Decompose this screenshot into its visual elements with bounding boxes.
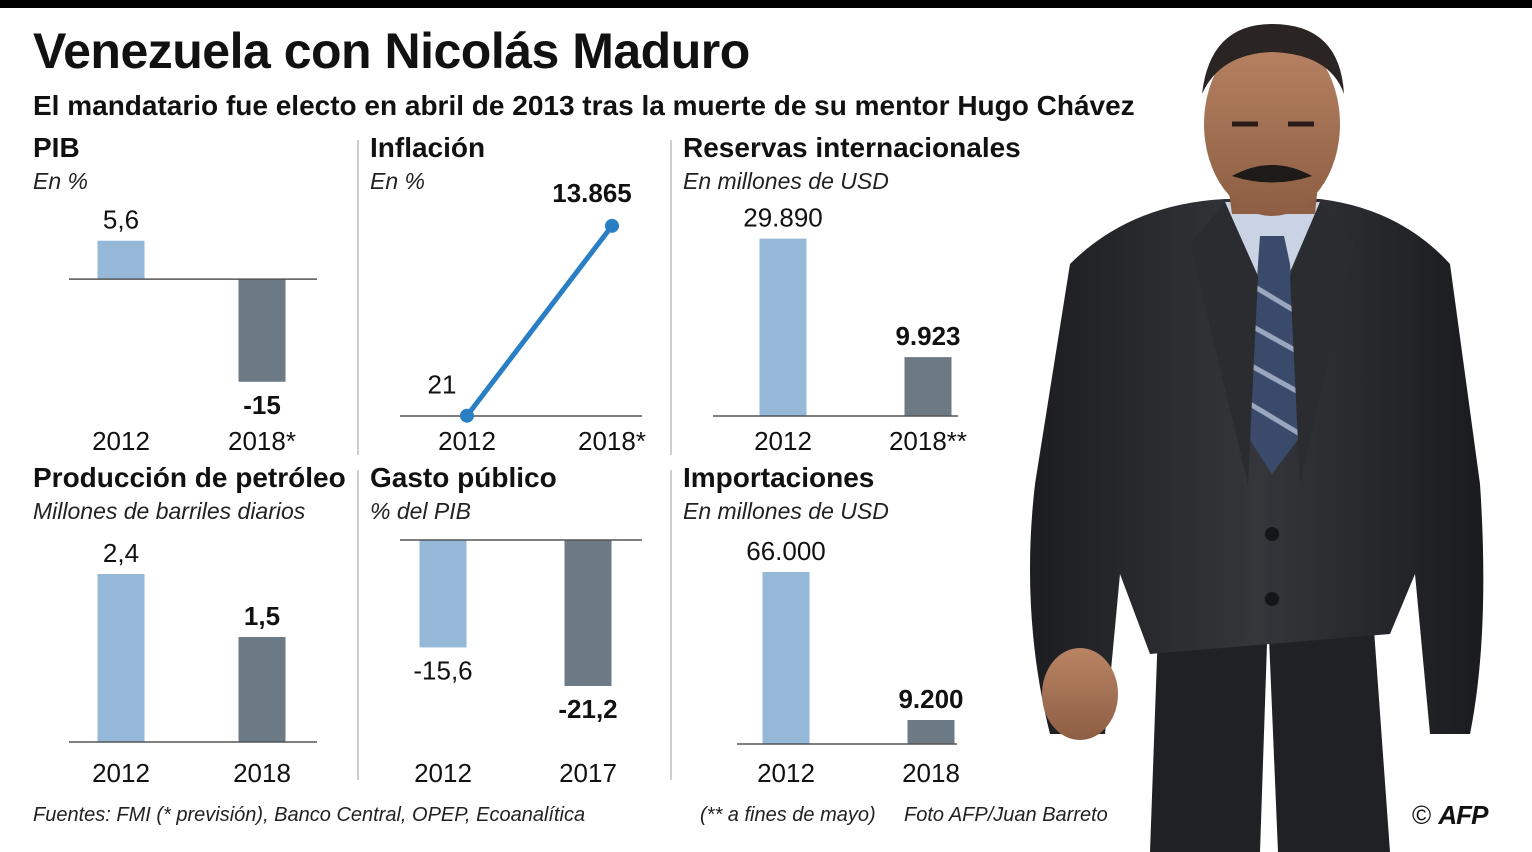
panel-petroleo: Producción de petróleo Millones de barri…	[33, 462, 353, 792]
panel-title: Producción de petróleo	[33, 462, 346, 493]
category-label: 2017	[559, 758, 617, 788]
data-point	[605, 218, 619, 233]
data-point	[460, 408, 474, 423]
copyright-icon: ©	[1412, 800, 1432, 830]
chart-reservas: 29.890 9.923 2012 2018**	[713, 203, 967, 456]
panel-pib: PIB En % 5,6 -15 2012 2018*	[33, 132, 353, 462]
bar	[762, 572, 810, 744]
data-label: 66.000	[746, 536, 826, 566]
panel-unit: Millones de barriles diarios	[33, 498, 306, 524]
bar	[97, 240, 145, 280]
panel-title: PIB	[33, 132, 80, 163]
panel-title: Gasto público	[370, 462, 557, 493]
category-label: 2012	[92, 426, 150, 456]
column-divider	[670, 140, 672, 455]
data-label: -15	[243, 390, 281, 420]
footer-sources: Fuentes: FMI (* previsión), Banco Centra…	[33, 804, 586, 826]
bar	[238, 637, 286, 742]
bar	[907, 720, 955, 744]
data-label: 13.865	[552, 178, 632, 208]
data-label: 29.890	[743, 203, 823, 233]
bar	[238, 279, 286, 382]
chart-importaciones: 66.000 9.200 2012 2018	[737, 536, 964, 788]
portrait-photo	[1030, 24, 1484, 852]
page-title: Venezuela con Nicolás Maduro	[33, 23, 750, 79]
category-label: 2018**	[889, 426, 967, 456]
panel-reservas: Reservas internacionales En millones de …	[683, 132, 1021, 462]
category-label: 2018*	[228, 426, 296, 456]
category-label: 2012	[754, 426, 812, 456]
data-label: -15,6	[413, 655, 472, 685]
data-label: 9.200	[898, 684, 963, 714]
data-label: 21	[428, 370, 457, 400]
bar	[419, 540, 467, 648]
chart-inflacion: 21 13.865 2012 2018*	[400, 178, 646, 456]
category-label: 2012	[414, 758, 472, 788]
panel-gasto: Gasto público % del PIB -15,6 -21,2 2012 20…	[370, 462, 690, 792]
chart-gasto: -15,6 -21,2 2012 2017	[400, 539, 642, 788]
panel-title: Inflación	[370, 132, 486, 163]
column-divider	[670, 470, 672, 780]
panel-unit: % del PIB	[370, 498, 471, 524]
afp-logo: AFP	[1438, 800, 1488, 830]
column-divider	[357, 140, 359, 455]
panel-importaciones: Importaciones En millones de USD 66.000 9…	[683, 462, 1003, 792]
data-label: 2,4	[103, 538, 139, 568]
panel-unit: En millones de USD	[683, 498, 889, 524]
category-label: 2018*	[578, 426, 646, 456]
data-label: -21,2	[558, 694, 617, 724]
bar	[759, 238, 807, 416]
bar	[564, 540, 612, 686]
category-label: 2018	[233, 758, 291, 788]
category-label: 2012	[92, 758, 150, 788]
data-label: 9.923	[895, 321, 960, 351]
category-label: 2012	[438, 426, 496, 456]
column-divider	[357, 470, 359, 780]
bar	[97, 574, 145, 742]
category-label: 2018	[902, 758, 960, 788]
panel-unit: En %	[370, 168, 425, 194]
panel-unit: En millones de USD	[683, 168, 889, 194]
panel-unit: En %	[33, 168, 88, 194]
panel-title: Reservas internacionales	[683, 132, 1021, 163]
chart-petroleo: 2,4 1,5 2012 2018	[69, 538, 317, 788]
chart-pib: 5,6 -15 2012 2018*	[69, 205, 317, 456]
top-rule	[0, 0, 1532, 8]
bar	[904, 357, 952, 416]
panel-inflacion: Inflación En % 21 13.865 2012 2018*	[370, 132, 690, 462]
page-subtitle: El mandatario fue electo en abril de 201…	[33, 90, 1135, 121]
copyright-credit: © AFP	[1412, 800, 1488, 831]
footer-note: (** a fines de mayo)	[700, 804, 876, 826]
footer-photo-credit: Foto AFP/Juan Barreto	[904, 804, 1108, 826]
data-label: 1,5	[244, 601, 280, 631]
panel-title: Importaciones	[683, 462, 875, 493]
category-label: 2012	[757, 758, 815, 788]
data-label: 5,6	[103, 205, 139, 235]
series-line	[465, 224, 614, 418]
